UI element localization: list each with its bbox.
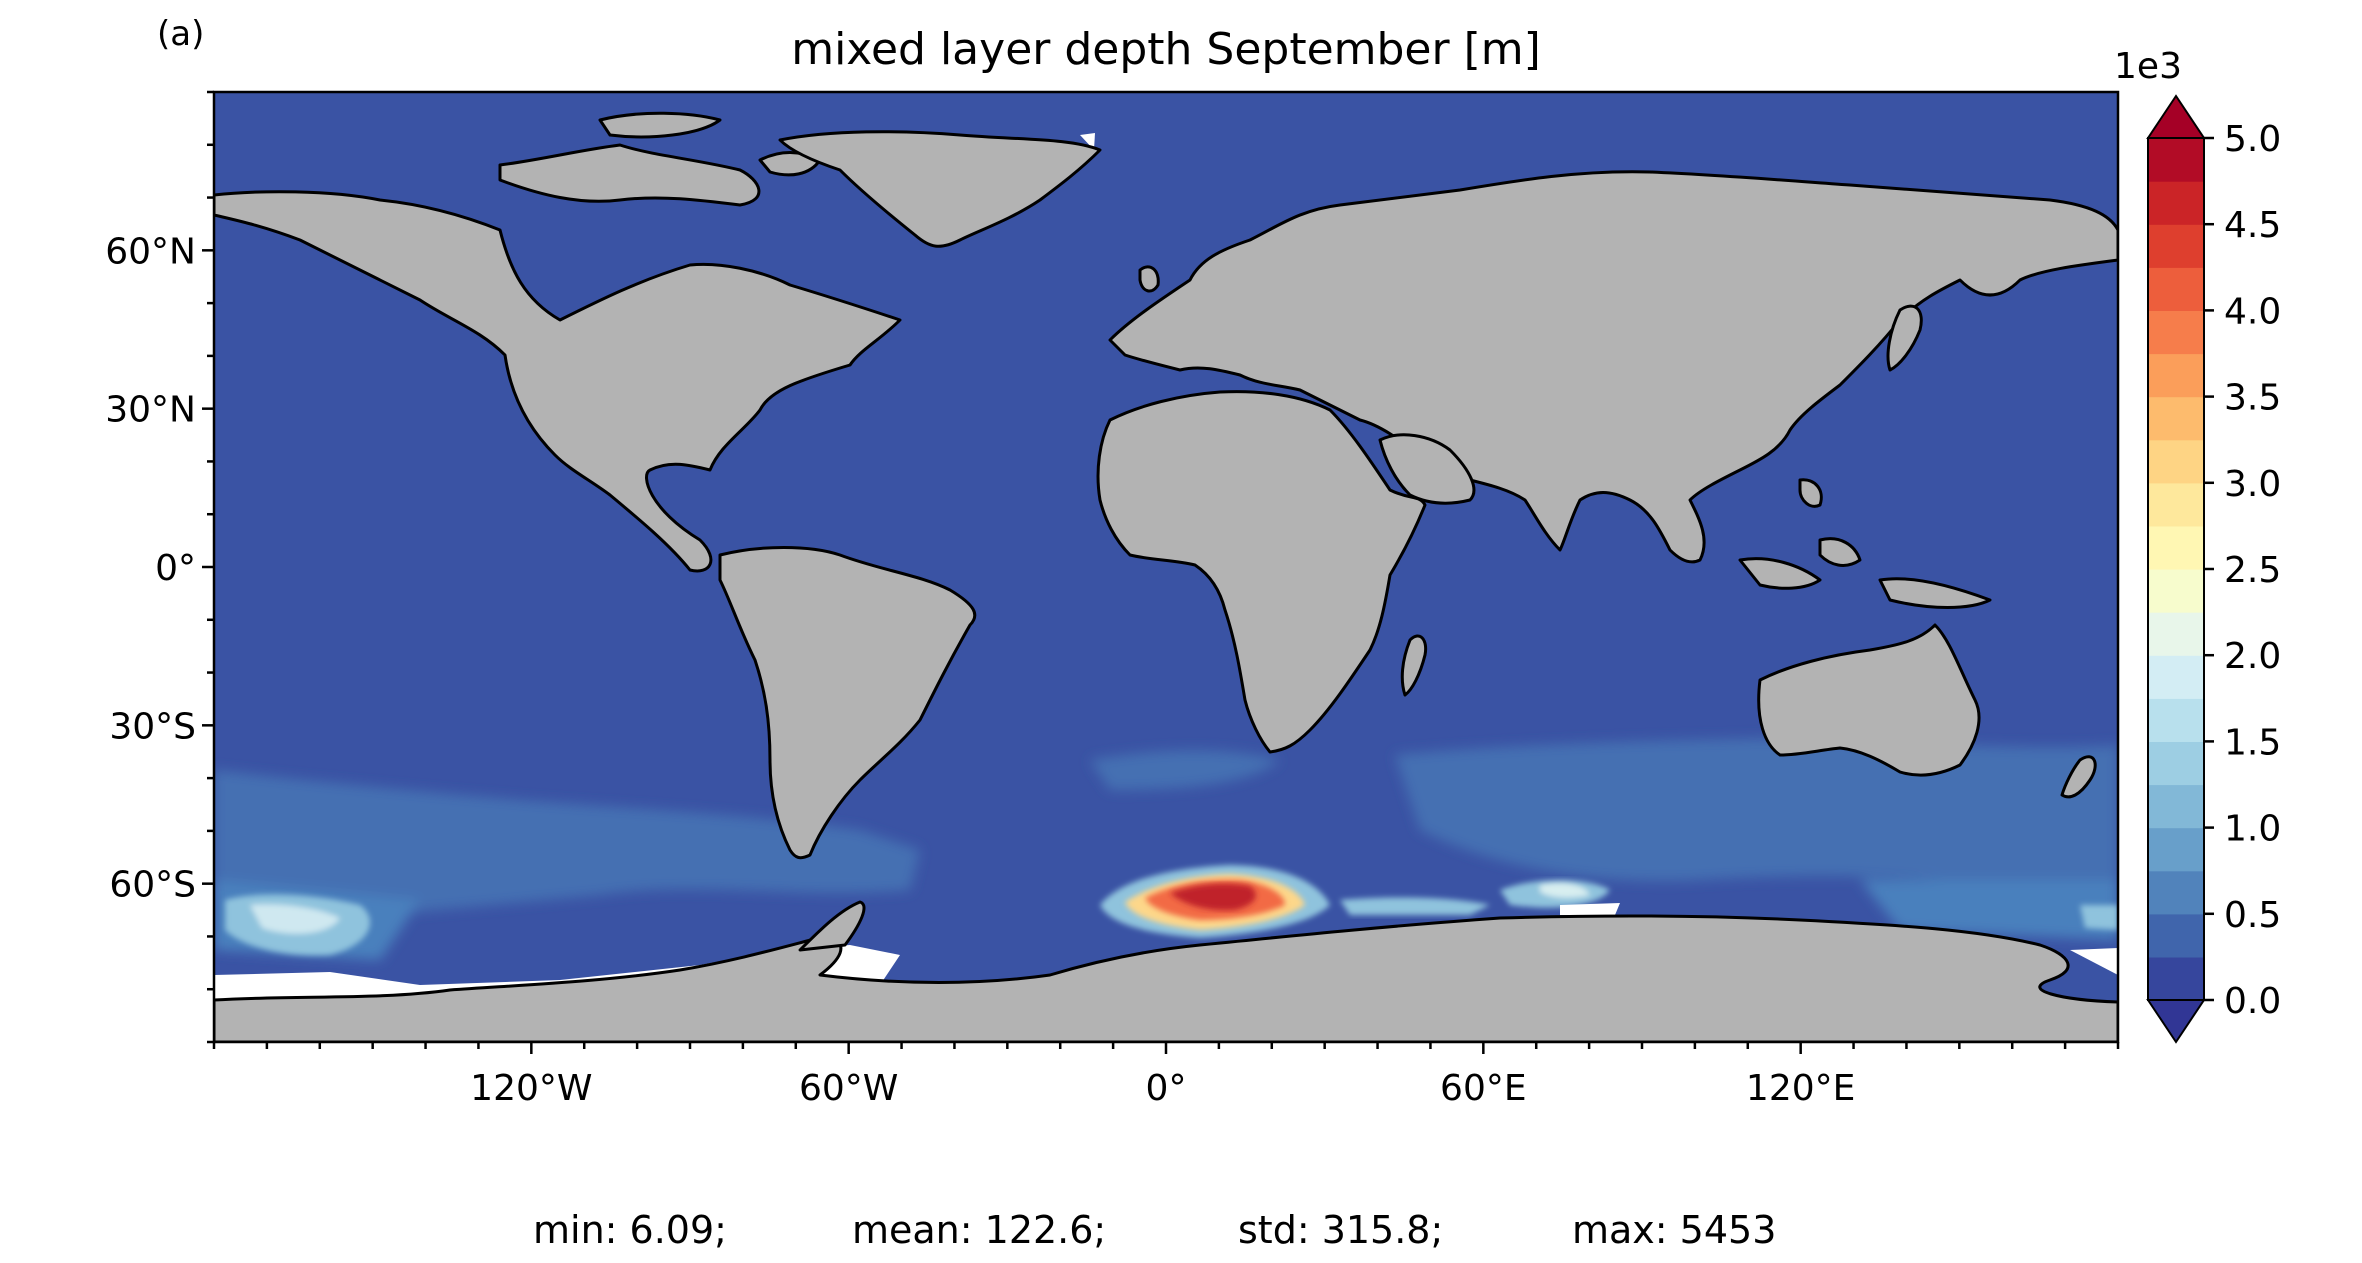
colorbar-segment: [2148, 784, 2204, 829]
colorbar-segment: [2148, 655, 2204, 699]
x-tick-label: 120°E: [1746, 1068, 1855, 1109]
x-tick-label: 60°E: [1440, 1068, 1527, 1109]
colorbar-tick-label: 0.5: [2224, 895, 2281, 936]
y-tick-label: 30°S: [109, 706, 196, 747]
australia: [1757, 623, 1981, 777]
colorbar-segment: [2148, 439, 2204, 484]
stat-std: std: 315.8;: [1238, 1208, 1443, 1252]
pacific-deep-patch: [225, 894, 2118, 956]
weddell-polynya: [1100, 865, 1330, 938]
colorbar-segment: [2148, 482, 2204, 527]
colorbar: 0.0 0.5 1.0 1.5 2.0 2.5 3.0 3.5 4.0 4.5 5.0: [2146, 94, 2281, 1044]
southern-ocean-band: [214, 738, 2118, 960]
map-area: [214, 92, 2118, 1042]
colorbar-segment: [2148, 353, 2204, 398]
south-america: [718, 546, 977, 860]
stats-line: min: 6.09; mean: 122.6; std: 315.8; max:…: [533, 1208, 1776, 1252]
land: [214, 111, 2118, 1042]
japan: [1886, 304, 1923, 372]
colorbar-segment: [2148, 913, 2204, 958]
stat-mean: mean: 122.6;: [852, 1208, 1106, 1252]
colorbar-segment: [2148, 612, 2204, 656]
colorbar-multiplier: 1e3: [2114, 46, 2182, 87]
colorbar-tick-label: 3.5: [2224, 378, 2281, 419]
indian-sector-patch: [1340, 879, 1610, 915]
colorbar-segment: [2148, 569, 2204, 613]
panel-label: (a): [157, 14, 204, 54]
x-axis: 120°W 60°W 0° 60°E 120°E: [212, 1042, 2120, 1109]
arctic-islands: [498, 143, 761, 207]
greenland: [778, 130, 1102, 248]
north-america: [214, 190, 902, 573]
colorbar-tick-label: 5.0: [2224, 119, 2281, 160]
colorbar-tick-label: 4.5: [2224, 205, 2281, 246]
colorbar-segment: [2148, 698, 2204, 742]
antarctica: [214, 914, 2118, 1042]
colorbar-tick-label: 2.5: [2224, 550, 2281, 591]
colorbar-tick-label: 3.0: [2224, 464, 2281, 505]
x-tick-label: 60°W: [799, 1068, 898, 1109]
stat-min: min: 6.09;: [533, 1208, 727, 1252]
colorbar-segment: [2148, 310, 2204, 355]
colorbar-segment: [2148, 956, 2204, 1001]
colorbar-segment: [2148, 267, 2204, 311]
stat-max: max: 5453: [1572, 1208, 1776, 1252]
colorbar-tick-label: 1.0: [2224, 809, 2281, 850]
x-tick-label: 120°W: [470, 1068, 592, 1109]
colorbar-tick-label: 1.5: [2224, 722, 2281, 763]
madagascar: [1400, 634, 1428, 697]
y-tick-label: 30°N: [105, 390, 196, 431]
y-axis: 60°N 30°N 0° 30°S 60°S: [105, 90, 214, 1044]
africa: [1096, 390, 1427, 754]
colorbar-segment: [2148, 181, 2204, 225]
colorbar-segment: [2148, 525, 2204, 570]
y-tick-label: 60°N: [105, 231, 196, 272]
colorbar-segment: [2148, 870, 2204, 915]
chart-title: mixed layer depth September [m]: [791, 24, 1541, 75]
colorbar-segment: [2148, 827, 2204, 872]
colorbar-extend-max: [2146, 94, 2206, 139]
colorbar-extend-min: [2146, 999, 2206, 1044]
colorbar-segment: [2148, 224, 2204, 268]
colorbar-segment: [2148, 396, 2204, 441]
colorbar-tick-label: 4.0: [2224, 291, 2281, 332]
colorbar-tick-label: 2.0: [2224, 636, 2281, 677]
colorbar-tick-label: 0.0: [2224, 981, 2281, 1022]
x-tick-label: 0°: [1146, 1068, 1187, 1109]
y-tick-label: 0°: [155, 548, 196, 589]
colorbar-segment: [2148, 741, 2204, 786]
colorbar-segment: [2148, 138, 2204, 182]
y-tick-label: 60°S: [109, 865, 196, 906]
